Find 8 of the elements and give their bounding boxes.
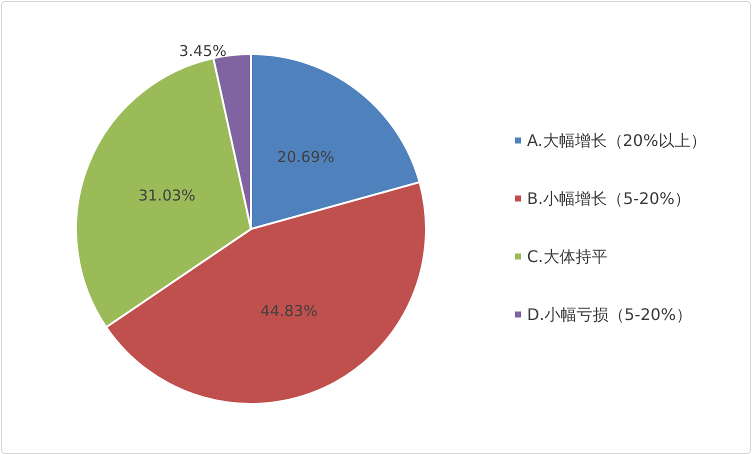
legend-label: B.小幅增长（5-20%） (527, 189, 691, 208)
legend-label: D.小幅亏损（5-20%） (527, 305, 692, 324)
data-label: 31.03% (138, 186, 196, 204)
legend-label: C.大体持平 (527, 247, 608, 266)
legend-label: A.大幅增长（20%以上） (527, 131, 706, 150)
data-label: 20.69% (277, 148, 334, 166)
data-label: 3.45% (178, 42, 227, 60)
data-label: 44.83% (260, 302, 318, 320)
